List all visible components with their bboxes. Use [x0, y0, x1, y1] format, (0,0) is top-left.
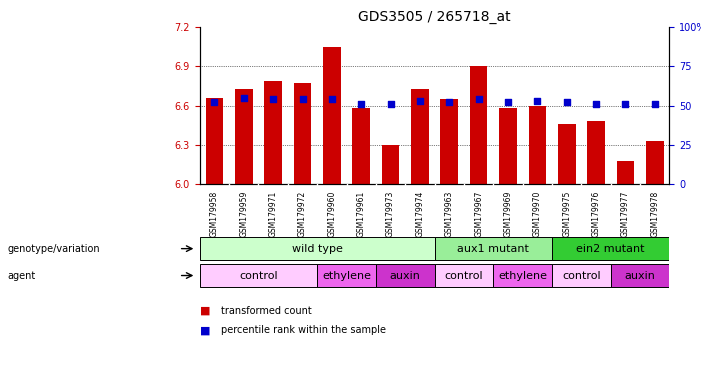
Text: genotype/variation: genotype/variation [7, 243, 100, 254]
Point [209, 99, 220, 106]
Text: ein2 mutant: ein2 mutant [576, 243, 645, 254]
Bar [587, 121, 605, 184]
Bar [617, 161, 634, 184]
Bar [499, 108, 517, 184]
Text: transformed count: transformed count [221, 306, 311, 316]
Text: agent: agent [7, 270, 35, 281]
Bar [646, 141, 664, 184]
Bar [494, 264, 552, 287]
Point [590, 101, 601, 107]
Point [268, 96, 279, 103]
Text: auxin: auxin [625, 270, 655, 281]
Title: GDS3505 / 265718_at: GDS3505 / 265718_at [358, 10, 511, 25]
Bar [611, 264, 669, 287]
Bar [552, 237, 669, 260]
Point [532, 98, 543, 104]
Bar [411, 89, 429, 184]
Bar [200, 264, 317, 287]
Text: ethylene: ethylene [322, 270, 371, 281]
Point [297, 96, 308, 103]
Bar [470, 66, 487, 184]
Bar [205, 98, 224, 184]
Text: auxin: auxin [390, 270, 421, 281]
Bar [235, 89, 252, 184]
Text: percentile rank within the sample: percentile rank within the sample [221, 325, 386, 335]
Bar [552, 264, 611, 287]
Bar [353, 108, 370, 184]
Bar [294, 83, 311, 184]
Bar [558, 124, 576, 184]
Point [355, 101, 367, 107]
Point [238, 95, 250, 101]
Text: ethylene: ethylene [498, 270, 547, 281]
Text: wild type: wild type [292, 243, 343, 254]
Bar [435, 237, 552, 260]
Bar [317, 264, 376, 287]
Point [620, 101, 631, 107]
Bar [376, 264, 435, 287]
Point [326, 96, 337, 103]
Bar [323, 46, 341, 184]
Point [385, 101, 396, 107]
Bar [529, 106, 546, 184]
Bar [200, 237, 435, 260]
Bar [382, 145, 400, 184]
Text: control: control [444, 270, 483, 281]
Point [414, 98, 426, 104]
Point [649, 101, 660, 107]
Bar [440, 99, 458, 184]
Text: aux1 mutant: aux1 mutant [457, 243, 529, 254]
Text: control: control [239, 270, 278, 281]
Point [503, 99, 514, 106]
Point [444, 99, 455, 106]
Text: ■: ■ [200, 306, 210, 316]
Text: ■: ■ [200, 325, 210, 335]
Text: control: control [562, 270, 601, 281]
Point [561, 99, 572, 106]
Point [473, 96, 484, 103]
Bar [435, 264, 494, 287]
Bar [264, 81, 282, 184]
